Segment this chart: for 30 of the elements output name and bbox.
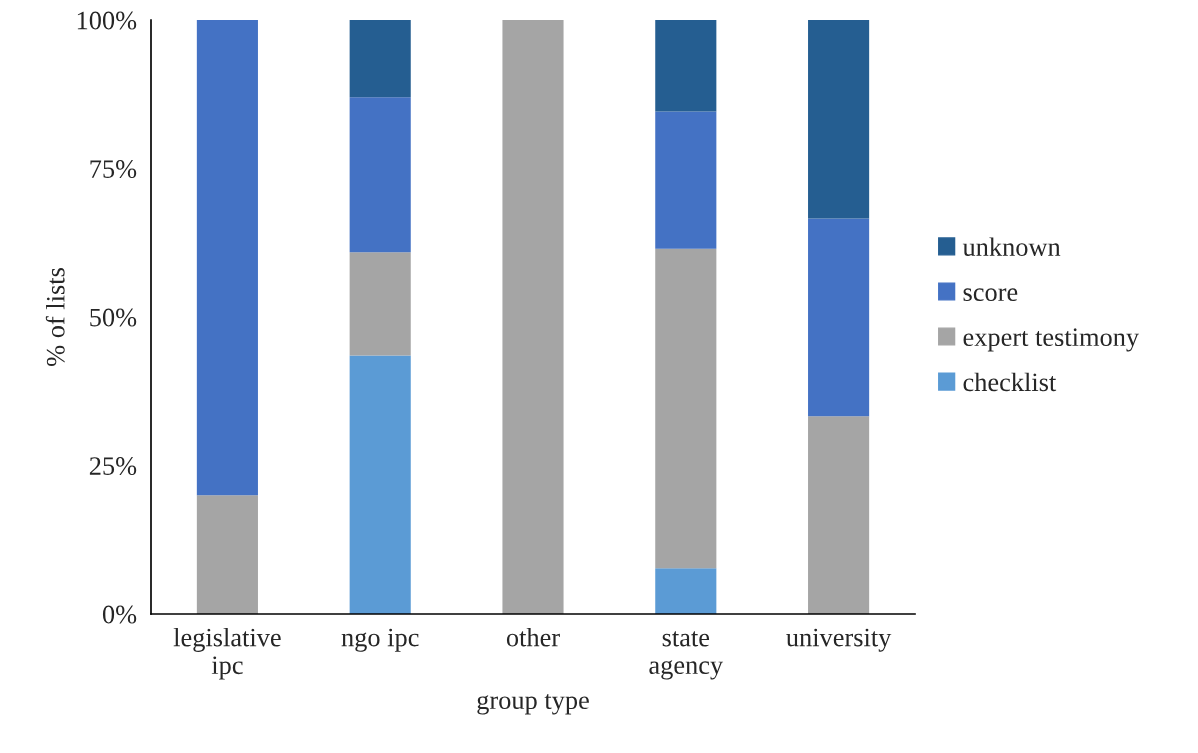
legend-label: unknown	[962, 237, 1061, 256]
bar	[655, 248, 717, 569]
bar	[655, 568, 717, 614]
bar	[502, 20, 564, 614]
bar	[808, 218, 870, 417]
bar	[808, 416, 870, 614]
x-tick-label: other	[506, 627, 560, 647]
legend-label: checklist	[963, 372, 1057, 392]
bar	[349, 355, 411, 614]
x-tick-label: university	[786, 628, 892, 652]
legend-label: expert testimony	[963, 328, 1140, 352]
x-tick-label: ngo ipc	[341, 628, 419, 652]
y-tick-label: 50%	[90, 308, 137, 327]
legend-label: score	[963, 288, 1018, 302]
bar	[655, 20, 717, 112]
y-tick-label: 0%	[102, 605, 137, 624]
bar	[349, 252, 411, 356]
bar	[808, 20, 870, 219]
y-tick-label: 75%	[90, 160, 137, 178]
x-axis-title: group type	[477, 693, 589, 715]
bar	[349, 20, 411, 98]
y-axis-title: % of lists	[45, 268, 65, 366]
bar	[349, 97, 411, 253]
bar	[196, 20, 258, 496]
x-tick-label: legislative ipc	[173, 627, 281, 680]
y-tick-label: 100%	[77, 11, 137, 30]
bar	[196, 495, 258, 614]
x-tick-label: state agency	[649, 631, 724, 680]
y-tick-label: 25%	[89, 457, 137, 475]
bar	[655, 111, 717, 249]
